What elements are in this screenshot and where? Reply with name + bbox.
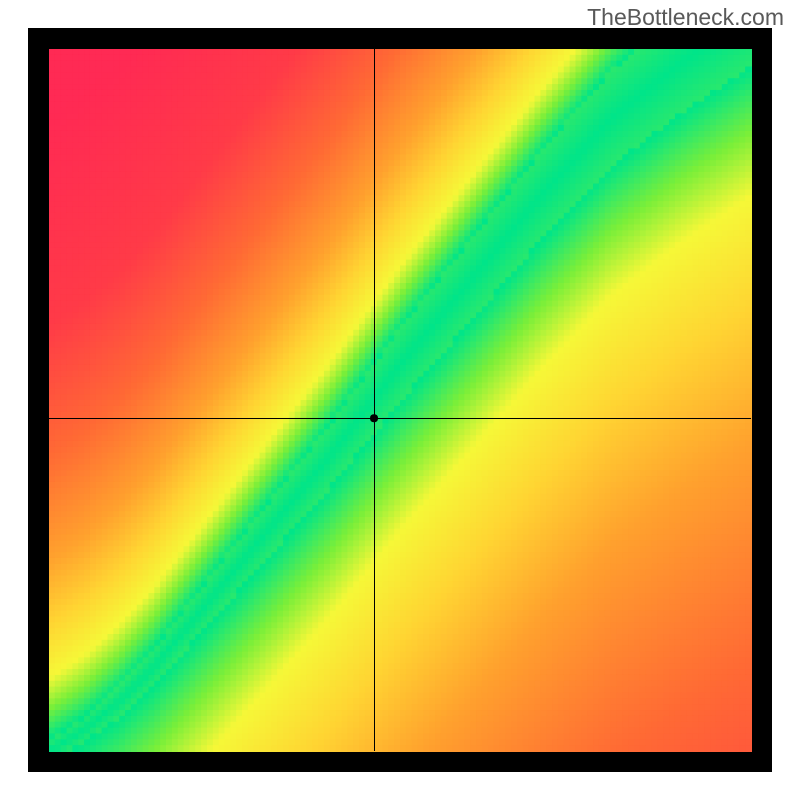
heatmap-canvas xyxy=(28,28,772,772)
plot-area xyxy=(28,28,772,772)
watermark-text: TheBottleneck.com xyxy=(587,4,784,31)
chart-container: TheBottleneck.com xyxy=(0,0,800,800)
